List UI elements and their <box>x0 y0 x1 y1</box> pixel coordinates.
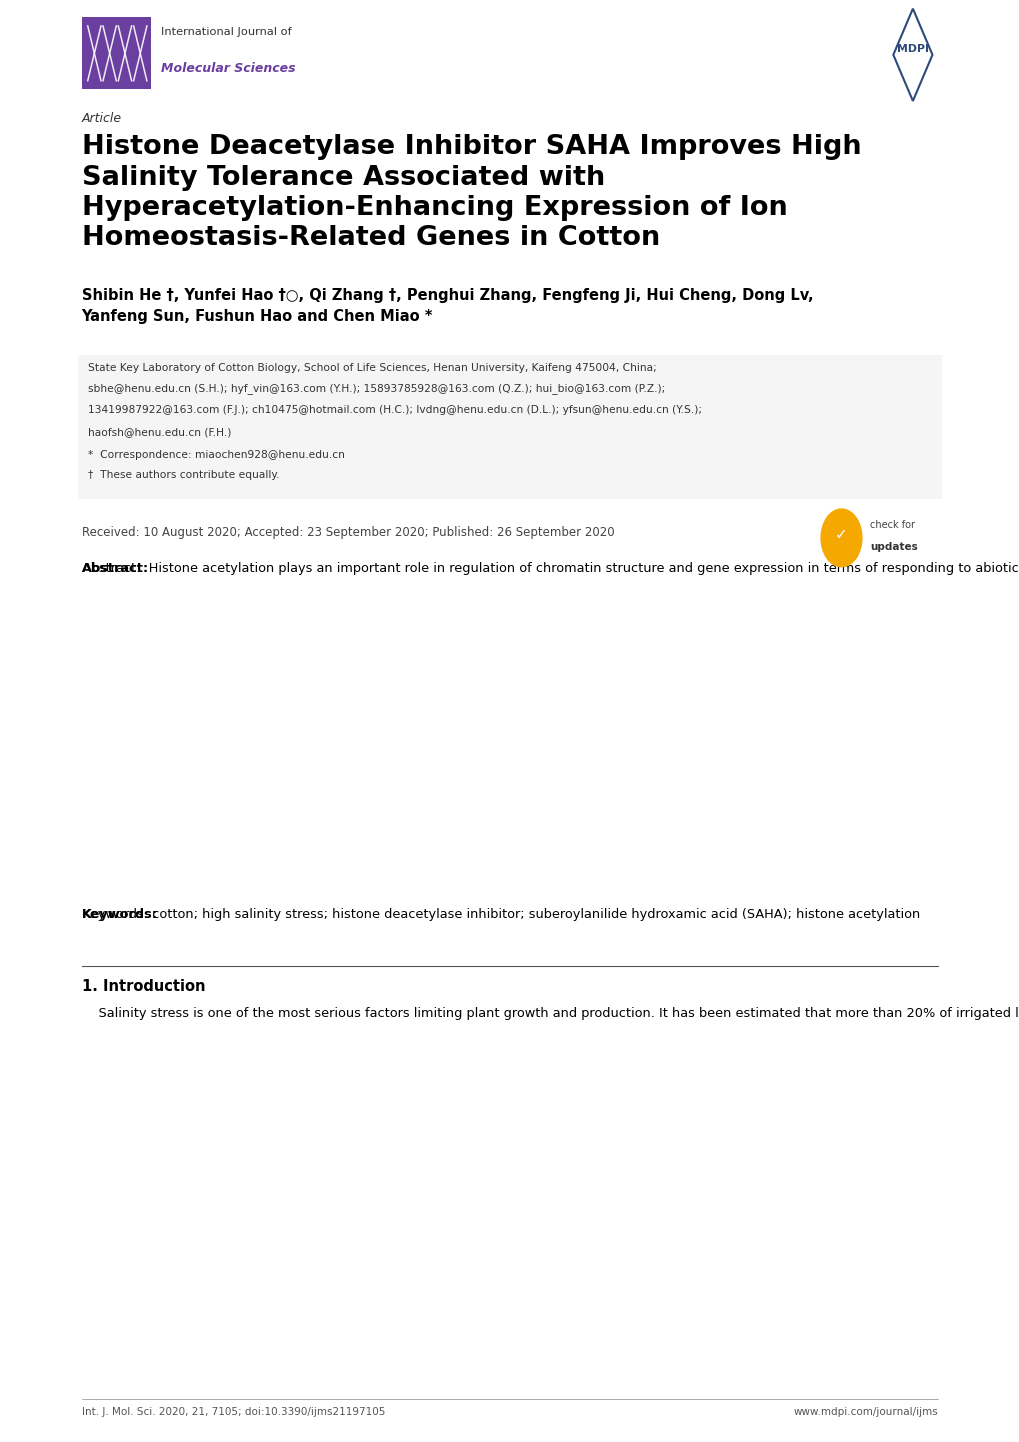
Circle shape <box>820 509 861 567</box>
FancyBboxPatch shape <box>82 17 151 89</box>
Text: Keywords:: Keywords: <box>82 908 158 921</box>
Text: check for: check for <box>869 521 914 529</box>
Text: *  Correspondence: miaochen928@henu.edu.cn: * Correspondence: miaochen928@henu.edu.c… <box>88 450 344 460</box>
Text: Histone Deacetylase Inhibitor SAHA Improves High
Salinity Tolerance Associated w: Histone Deacetylase Inhibitor SAHA Impro… <box>82 134 860 251</box>
Text: Abstract:  Histone acetylation plays an important role in regulation of chromati: Abstract: Histone acetylation plays an i… <box>82 562 1019 575</box>
Text: †  These authors contribute equally.: † These authors contribute equally. <box>88 470 279 480</box>
Text: Article: Article <box>82 112 121 125</box>
Polygon shape <box>893 9 931 101</box>
Text: MDPI: MDPI <box>896 45 928 53</box>
Text: ✓: ✓ <box>835 528 847 542</box>
FancyBboxPatch shape <box>77 355 942 499</box>
Text: International Journal of: International Journal of <box>161 27 291 37</box>
Text: Keywords: cotton; high salinity stress; histone deacetylase inhibitor; suberoyla: Keywords: cotton; high salinity stress; … <box>82 908 919 921</box>
Text: Molecular Sciences: Molecular Sciences <box>161 62 296 75</box>
Text: Int. J. Mol. Sci. 2020, 21, 7105; doi:10.3390/ijms21197105: Int. J. Mol. Sci. 2020, 21, 7105; doi:10… <box>82 1407 384 1417</box>
Text: haofsh@henu.edu.cn (F.H.): haofsh@henu.edu.cn (F.H.) <box>88 427 231 437</box>
Text: Abstract:: Abstract: <box>82 562 149 575</box>
Text: 13419987922@163.com (F.J.); ch10475@hotmail.com (H.C.); lvdng@henu.edu.cn (D.L.): 13419987922@163.com (F.J.); ch10475@hotm… <box>88 405 701 415</box>
Text: 1. Introduction: 1. Introduction <box>82 979 205 994</box>
Text: www.mdpi.com/journal/ijms: www.mdpi.com/journal/ijms <box>793 1407 937 1417</box>
Text: sbhe@henu.edu.cn (S.H.); hyf_vin@163.com (Y.H.); 15893785928@163.com (Q.Z.); hui: sbhe@henu.edu.cn (S.H.); hyf_vin@163.com… <box>88 384 664 395</box>
Text: Salinity stress is one of the most serious factors limiting plant growth and pro: Salinity stress is one of the most serio… <box>82 1007 1019 1019</box>
Text: updates: updates <box>869 542 917 551</box>
Text: Shibin He †, Yunfei Hao †○, Qi Zhang †, Penghui Zhang, Fengfeng Ji, Hui Cheng, D: Shibin He †, Yunfei Hao †○, Qi Zhang †, … <box>82 288 812 324</box>
Text: State Key Laboratory of Cotton Biology, School of Life Sciences, Henan Universit: State Key Laboratory of Cotton Biology, … <box>88 363 656 373</box>
Text: Received: 10 August 2020; Accepted: 23 September 2020; Published: 26 September 2: Received: 10 August 2020; Accepted: 23 S… <box>82 526 613 539</box>
